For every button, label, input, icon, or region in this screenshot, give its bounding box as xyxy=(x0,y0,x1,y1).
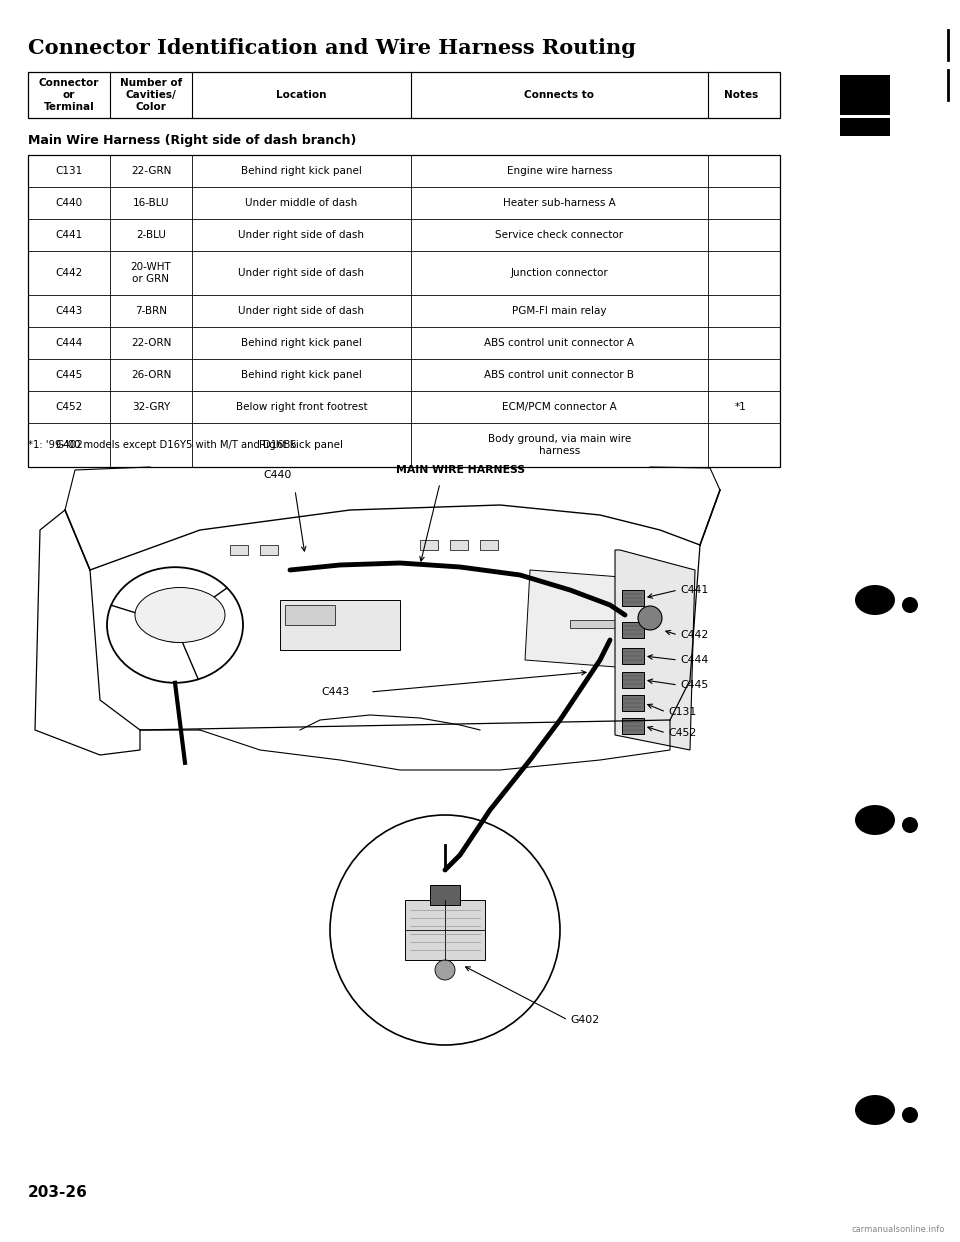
Polygon shape xyxy=(615,550,695,750)
Bar xyxy=(28,155,780,467)
Text: *1: *1 xyxy=(735,402,747,412)
Text: Location: Location xyxy=(276,89,326,101)
Text: C442: C442 xyxy=(56,268,83,278)
Text: 22-GRN: 22-GRN xyxy=(131,166,171,176)
Text: C444: C444 xyxy=(56,338,83,348)
Text: C452: C452 xyxy=(668,728,696,738)
Circle shape xyxy=(330,815,560,1045)
Circle shape xyxy=(902,597,918,614)
Text: 7-BRN: 7-BRN xyxy=(135,306,167,315)
Text: PGM-FI main relay: PGM-FI main relay xyxy=(512,306,607,315)
Text: Under right side of dash: Under right side of dash xyxy=(238,306,365,315)
Bar xyxy=(622,696,644,710)
Text: 22-ORN: 22-ORN xyxy=(131,338,171,348)
Text: Heater sub-harness A: Heater sub-harness A xyxy=(503,197,615,207)
Bar xyxy=(260,545,278,555)
Bar xyxy=(430,886,460,905)
Bar xyxy=(405,900,485,960)
Text: C440: C440 xyxy=(264,469,292,479)
Text: C441: C441 xyxy=(680,585,708,595)
Text: Connector
or
Terminal: Connector or Terminal xyxy=(38,78,99,112)
Text: 203-26: 203-26 xyxy=(28,1185,88,1200)
Text: Engine wire harness: Engine wire harness xyxy=(507,166,612,176)
Text: Right kick panel: Right kick panel xyxy=(259,440,344,450)
Ellipse shape xyxy=(855,1095,895,1125)
Bar xyxy=(28,72,780,118)
Circle shape xyxy=(435,960,455,980)
Text: Junction connector: Junction connector xyxy=(511,268,609,278)
Text: ECM/PCM connector A: ECM/PCM connector A xyxy=(502,402,616,412)
Text: carmanualsonline.info: carmanualsonline.info xyxy=(852,1225,945,1235)
Ellipse shape xyxy=(135,587,225,642)
Text: 26-ORN: 26-ORN xyxy=(131,370,171,380)
Bar xyxy=(840,75,890,106)
Circle shape xyxy=(902,1107,918,1123)
Text: Main Wire Harness (Right side of dash branch): Main Wire Harness (Right side of dash br… xyxy=(28,134,356,147)
Ellipse shape xyxy=(855,805,895,835)
Bar xyxy=(622,648,644,664)
Text: C452: C452 xyxy=(56,402,83,412)
Bar xyxy=(420,540,438,550)
Text: Under middle of dash: Under middle of dash xyxy=(245,197,357,207)
Bar xyxy=(480,540,498,550)
Text: Notes: Notes xyxy=(724,89,758,101)
Bar xyxy=(622,590,644,606)
Text: G402: G402 xyxy=(570,1015,599,1025)
Text: C442: C442 xyxy=(680,630,708,640)
Text: G402: G402 xyxy=(55,440,83,450)
Bar xyxy=(230,545,248,555)
Bar xyxy=(622,718,644,734)
Text: Behind right kick panel: Behind right kick panel xyxy=(241,166,362,176)
Text: ABS control unit connector A: ABS control unit connector A xyxy=(484,338,635,348)
Bar xyxy=(450,540,468,550)
Text: MAIN WIRE HARNESS: MAIN WIRE HARNESS xyxy=(396,465,524,474)
Text: C441: C441 xyxy=(56,230,83,240)
Bar xyxy=(622,672,644,688)
Text: 2-BLU: 2-BLU xyxy=(136,230,166,240)
Text: C445: C445 xyxy=(680,681,708,691)
Ellipse shape xyxy=(855,585,895,615)
Text: Below right front footrest: Below right front footrest xyxy=(235,402,367,412)
Bar xyxy=(280,600,400,650)
Text: C443: C443 xyxy=(322,687,350,697)
Text: Under right side of dash: Under right side of dash xyxy=(238,230,365,240)
Bar xyxy=(285,605,335,625)
Text: Body ground, via main wire
harness: Body ground, via main wire harness xyxy=(488,435,631,456)
Text: Connects to: Connects to xyxy=(524,89,594,101)
Bar xyxy=(622,622,644,638)
Circle shape xyxy=(638,606,662,630)
Text: C440: C440 xyxy=(56,197,83,207)
Text: Behind right kick panel: Behind right kick panel xyxy=(241,370,362,380)
Text: C131: C131 xyxy=(668,707,696,717)
Text: C443: C443 xyxy=(56,306,83,315)
Text: C445: C445 xyxy=(56,370,83,380)
Text: Number of
Cavities/
Color: Number of Cavities/ Color xyxy=(120,78,182,112)
Text: Service check connector: Service check connector xyxy=(495,230,623,240)
Text: C444: C444 xyxy=(680,655,708,664)
Text: *1: '99-'00 models except D16Y5 with M/T and D16B5: *1: '99-'00 models except D16Y5 with M/T… xyxy=(28,440,297,450)
Text: 32-GRY: 32-GRY xyxy=(132,402,170,412)
Text: Connector Identification and Wire Harness Routing: Connector Identification and Wire Harnes… xyxy=(28,39,636,58)
Text: ABS control unit connector B: ABS control unit connector B xyxy=(484,370,635,380)
Bar xyxy=(840,118,890,137)
Text: Under right side of dash: Under right side of dash xyxy=(238,268,365,278)
Text: 16-BLU: 16-BLU xyxy=(132,197,169,207)
Text: Behind right kick panel: Behind right kick panel xyxy=(241,338,362,348)
Circle shape xyxy=(902,817,918,833)
Bar xyxy=(840,94,890,116)
Text: 20-WHT
or GRN: 20-WHT or GRN xyxy=(131,262,171,284)
Text: C131: C131 xyxy=(56,166,83,176)
Bar xyxy=(570,620,620,628)
Polygon shape xyxy=(525,570,660,669)
